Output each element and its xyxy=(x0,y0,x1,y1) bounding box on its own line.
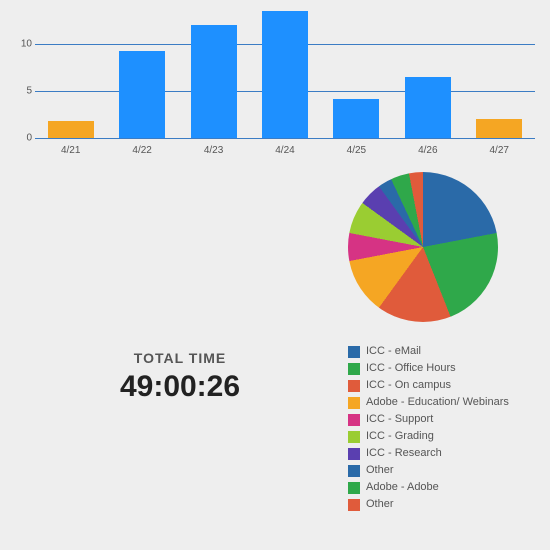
bar-chart-plot xyxy=(35,6,535,138)
legend-label: ICC - eMail xyxy=(366,344,421,359)
legend-item: Other xyxy=(348,497,509,512)
bar xyxy=(333,99,379,138)
total-time-label: TOTAL TIME xyxy=(50,350,310,366)
legend-item: ICC - Office Hours xyxy=(348,361,509,376)
legend-label: ICC - Support xyxy=(366,412,433,427)
legend-label: ICC - Research xyxy=(366,446,442,461)
legend-swatch xyxy=(348,499,360,511)
bar-chart-bars xyxy=(35,6,535,138)
bar xyxy=(119,51,165,138)
legend-swatch xyxy=(348,482,360,494)
legend-swatch xyxy=(348,380,360,392)
legend-swatch xyxy=(348,346,360,358)
legend-label: Other xyxy=(366,497,394,512)
bar xyxy=(262,11,308,138)
legend-item: ICC - Support xyxy=(348,412,509,427)
gridline xyxy=(35,138,535,139)
legend-item: Other xyxy=(348,463,509,478)
legend-label: ICC - Office Hours xyxy=(366,361,456,376)
legend-swatch xyxy=(348,448,360,460)
legend-item: Adobe - Adobe xyxy=(348,480,509,495)
pie-chart-canvas xyxy=(348,172,498,322)
legend-label: ICC - Grading xyxy=(366,429,434,444)
legend-item: ICC - On campus xyxy=(348,378,509,393)
bar-chart: 0 5 10 4/21 4/22 4/23 4/24 4/25 4/26 4/27 xyxy=(10,0,540,160)
xtick-label: 4/21 xyxy=(48,145,94,156)
xtick-label: 4/23 xyxy=(191,145,237,156)
bar xyxy=(476,119,522,138)
legend-swatch xyxy=(348,397,360,409)
xtick-label: 4/24 xyxy=(262,145,308,156)
legend-label: Other xyxy=(366,463,394,478)
total-time-block: TOTAL TIME 49:00:26 xyxy=(50,350,310,404)
legend-label: Adobe - Adobe xyxy=(366,480,439,495)
xtick-label: 4/26 xyxy=(405,145,451,156)
bar xyxy=(405,77,451,138)
legend-item: Adobe - Education/ Webinars xyxy=(348,395,509,410)
legend-item: ICC - eMail xyxy=(348,344,509,359)
ytick-label: 5 xyxy=(10,85,32,96)
legend-swatch xyxy=(348,465,360,477)
legend-item: ICC - Grading xyxy=(348,429,509,444)
xtick-label: 4/22 xyxy=(119,145,165,156)
ytick-label: 0 xyxy=(10,133,32,144)
legend-label: ICC - On campus xyxy=(366,378,451,393)
xtick-label: 4/25 xyxy=(333,145,379,156)
bar xyxy=(48,121,94,138)
legend-label: Adobe - Education/ Webinars xyxy=(366,395,509,410)
legend-item: ICC - Research xyxy=(348,446,509,461)
xtick-label: 4/27 xyxy=(476,145,522,156)
legend-swatch xyxy=(348,431,360,443)
bar xyxy=(191,25,237,138)
legend-swatch xyxy=(348,414,360,426)
bar-chart-xaxis: 4/21 4/22 4/23 4/24 4/25 4/26 4/27 xyxy=(35,145,535,156)
pie-chart xyxy=(348,172,498,322)
pie-legend: ICC - eMail ICC - Office Hours ICC - On ca… xyxy=(348,342,509,514)
legend-swatch xyxy=(348,363,360,375)
total-time-value: 49:00:26 xyxy=(50,370,310,404)
ytick-label: 10 xyxy=(10,38,32,49)
